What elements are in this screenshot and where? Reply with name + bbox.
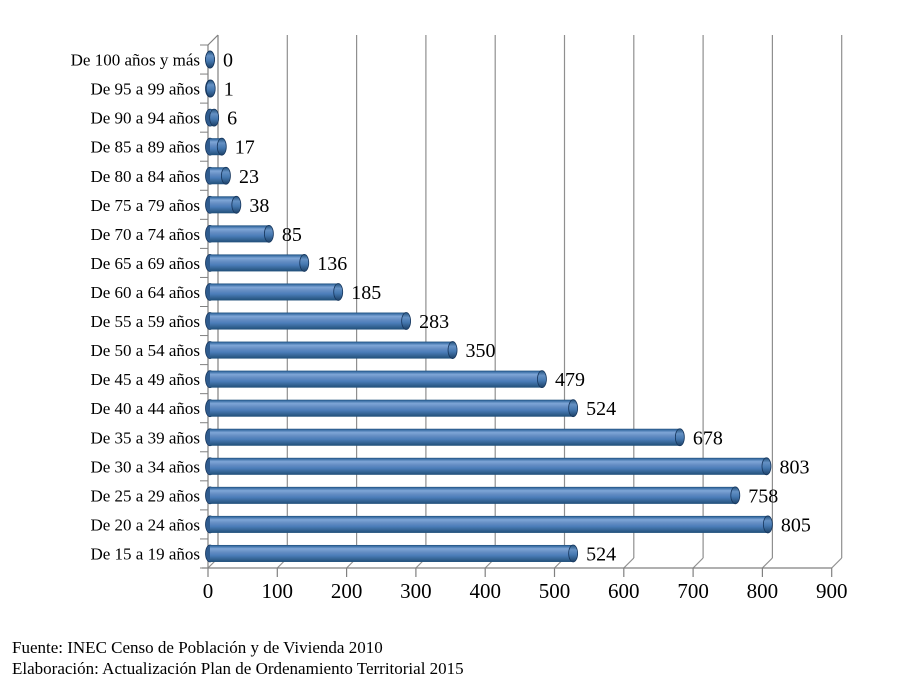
category-label: De 70 a 74 años bbox=[90, 225, 200, 244]
bar-right-cap bbox=[537, 370, 547, 389]
value-label: 136 bbox=[317, 253, 347, 275]
bar bbox=[210, 399, 574, 417]
bar-right-cap bbox=[401, 312, 412, 330]
x-tick-label: 400 bbox=[469, 579, 501, 603]
value-label: 479 bbox=[555, 369, 585, 391]
value-label: 6 bbox=[227, 108, 237, 130]
bar-right-cap bbox=[209, 108, 220, 127]
value-label: 85 bbox=[282, 224, 302, 246]
value-label: 805 bbox=[781, 514, 811, 536]
bar bbox=[210, 138, 222, 156]
bar bbox=[210, 544, 574, 562]
bar-right-cap bbox=[674, 428, 685, 447]
floor-depth-line bbox=[761, 557, 773, 569]
value-label: 17 bbox=[235, 137, 255, 159]
category-label: De 95 a 99 años bbox=[90, 80, 200, 99]
bar bbox=[210, 283, 339, 301]
x-tick-label: 100 bbox=[262, 579, 294, 603]
floor-depth-line bbox=[623, 557, 635, 569]
bar bbox=[210, 254, 305, 272]
category-label: De 65 a 69 años bbox=[90, 254, 200, 273]
value-label: 803 bbox=[779, 456, 809, 478]
bar bbox=[210, 196, 237, 214]
category-label: De 75 a 79 años bbox=[90, 196, 200, 215]
value-label: 283 bbox=[419, 311, 449, 333]
x-tick-label: 200 bbox=[331, 579, 363, 603]
bar-right-cap bbox=[761, 457, 772, 476]
category-label: De 15 a 19 años bbox=[90, 544, 200, 563]
value-label: 38 bbox=[249, 195, 269, 217]
x-tick-label: 900 bbox=[816, 579, 848, 603]
bar-right-cap bbox=[730, 486, 741, 505]
horizontal-bar-chart: 0 100 200 300 400 500 600 700 800 900 De 100 años … bbox=[71, 34, 848, 603]
category-label: De 35 a 39 años bbox=[90, 428, 200, 447]
category-label: De 100 años y más bbox=[71, 51, 200, 70]
category-label: De 45 a 49 años bbox=[90, 370, 200, 389]
x-tick-label: 500 bbox=[539, 579, 571, 603]
bar bbox=[210, 428, 680, 446]
bar-right-cap bbox=[205, 79, 216, 98]
bar-right-cap bbox=[568, 544, 579, 563]
bar bbox=[210, 486, 736, 504]
wall-top-depth-line bbox=[207, 34, 219, 46]
category-label: De 80 a 84 años bbox=[90, 167, 200, 186]
category-label: De 20 a 24 años bbox=[90, 515, 200, 534]
x-tick-label: 600 bbox=[608, 579, 640, 603]
value-label: 185 bbox=[351, 282, 381, 304]
bar bbox=[210, 312, 407, 330]
bar bbox=[210, 225, 269, 243]
x-tick-label: 700 bbox=[677, 579, 709, 603]
category-label: De 30 a 34 años bbox=[90, 457, 200, 476]
category-label: De 60 a 64 años bbox=[90, 283, 200, 302]
elaboration-note: Elaboración: Actualización Plan de Orden… bbox=[12, 659, 464, 678]
chart-footer: Fuente: INEC Censo de Población y de Viv… bbox=[12, 637, 464, 679]
value-label: 350 bbox=[466, 340, 496, 362]
floor-depth-line bbox=[831, 557, 843, 569]
bar-right-cap bbox=[221, 166, 231, 185]
x-tick-label: 0 bbox=[203, 579, 214, 603]
value-label: 0 bbox=[223, 50, 233, 72]
bar bbox=[210, 457, 767, 475]
bar-right-cap bbox=[264, 224, 274, 243]
bar-right-cap bbox=[299, 254, 310, 272]
value-label: 524 bbox=[586, 398, 616, 420]
value-label: 23 bbox=[239, 166, 259, 188]
bar-right-cap bbox=[216, 137, 227, 156]
bar-right-cap bbox=[568, 399, 579, 418]
category-label: De 25 a 29 años bbox=[90, 486, 200, 505]
category-label: De 55 a 59 años bbox=[90, 312, 200, 331]
value-label: 524 bbox=[586, 543, 616, 565]
value-label: 1 bbox=[224, 79, 234, 101]
bar bbox=[210, 515, 768, 533]
bar-right-cap bbox=[762, 515, 773, 534]
value-label: 758 bbox=[748, 485, 778, 507]
bar-right-cap bbox=[231, 195, 242, 214]
source-note: Fuente: INEC Censo de Población y de Viv… bbox=[12, 638, 383, 657]
category-label: De 85 a 89 años bbox=[90, 138, 200, 157]
category-label: De 50 a 54 años bbox=[90, 341, 200, 360]
bar bbox=[210, 370, 542, 388]
bar-right-cap bbox=[205, 50, 215, 69]
category-label: De 90 a 94 años bbox=[90, 109, 200, 128]
bar-right-cap bbox=[447, 341, 458, 359]
floor-depth-line bbox=[692, 557, 704, 569]
value-label: 678 bbox=[693, 427, 723, 449]
x-tick-label: 300 bbox=[400, 579, 432, 603]
bar-right-cap bbox=[333, 283, 344, 301]
x-tick-label: 800 bbox=[747, 579, 779, 603]
bar bbox=[210, 341, 453, 359]
category-label: De 40 a 44 años bbox=[90, 399, 200, 418]
